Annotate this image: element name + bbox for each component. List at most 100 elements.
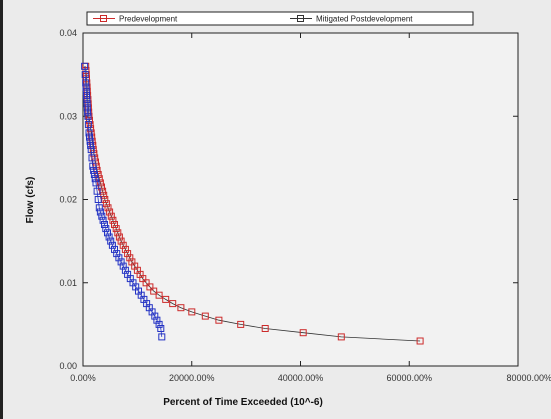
data-point bbox=[96, 208, 104, 216]
legend-label-predevelopment: Predevelopment bbox=[119, 15, 178, 24]
series-layer bbox=[81, 62, 424, 345]
data-point bbox=[92, 179, 100, 187]
data-point bbox=[124, 250, 132, 258]
y-axis-title: Flow (cfs) bbox=[25, 177, 36, 224]
data-point bbox=[101, 196, 109, 203]
data-point bbox=[188, 308, 196, 316]
x-tick-label: 40000.00% bbox=[278, 373, 324, 383]
data-point bbox=[215, 316, 223, 324]
data-point bbox=[237, 320, 245, 328]
data-point bbox=[155, 291, 163, 299]
data-point bbox=[121, 245, 129, 253]
data-point bbox=[337, 333, 345, 341]
flow-duration-chart: 0.00% 20000.00% 40000.00% 60000.00% 80000.00… bbox=[25, 11, 551, 408]
data-point bbox=[81, 62, 89, 70]
data-point bbox=[117, 237, 125, 245]
y-tick-label: 0.00 bbox=[59, 361, 77, 371]
data-point bbox=[83, 75, 90, 83]
data-point bbox=[115, 233, 123, 241]
data-point bbox=[155, 320, 163, 328]
legend-marker-mitigated bbox=[297, 15, 304, 22]
data-point bbox=[105, 233, 113, 241]
data-point bbox=[99, 216, 107, 224]
data-point bbox=[104, 229, 111, 237]
data-point bbox=[112, 225, 120, 233]
legend-marker-predevelopment bbox=[100, 15, 107, 22]
y-tick-label: 0.03 bbox=[59, 111, 77, 121]
data-point bbox=[114, 229, 122, 237]
data-point bbox=[102, 200, 110, 208]
data-point bbox=[261, 325, 269, 332]
series-line bbox=[85, 66, 421, 342]
x-tick-label: 60000.00% bbox=[386, 373, 432, 383]
legend-label-mitigated: Mitigated Postdevelopment bbox=[316, 15, 413, 24]
data-point bbox=[84, 108, 92, 116]
data-point bbox=[84, 112, 92, 120]
data-point bbox=[106, 208, 114, 216]
data-point bbox=[158, 333, 166, 341]
data-point bbox=[201, 312, 209, 320]
data-point bbox=[96, 179, 104, 187]
series-mitigated-postdevelopment bbox=[81, 62, 166, 341]
data-point bbox=[102, 225, 110, 233]
data-point bbox=[157, 325, 165, 332]
data-point bbox=[84, 121, 92, 129]
data-point bbox=[119, 241, 127, 249]
data-point bbox=[83, 100, 91, 108]
data-point bbox=[86, 116, 93, 124]
data-point bbox=[98, 183, 105, 191]
data-point bbox=[89, 162, 97, 170]
data-point bbox=[146, 283, 154, 291]
plot-area bbox=[82, 32, 519, 367]
y-tick-label: 0.01 bbox=[59, 278, 77, 288]
data-point bbox=[87, 141, 95, 149]
data-point bbox=[87, 125, 95, 133]
data-point bbox=[109, 216, 117, 224]
data-point bbox=[115, 254, 123, 262]
data-point bbox=[101, 221, 108, 228]
data-point bbox=[104, 204, 112, 212]
x-axis: 0.00% 20000.00% 40000.00% 60000.00% 80000.00… bbox=[70, 33, 551, 383]
data-point bbox=[142, 279, 150, 287]
data-point bbox=[94, 196, 102, 203]
legend-box bbox=[86, 11, 474, 26]
data-point bbox=[108, 241, 116, 249]
data-point bbox=[119, 262, 127, 270]
data-point bbox=[107, 212, 115, 220]
data-point bbox=[111, 221, 118, 228]
data-point bbox=[416, 337, 424, 345]
data-point bbox=[83, 91, 90, 99]
x-tick-label: 0.00% bbox=[70, 373, 96, 383]
data-point bbox=[90, 171, 98, 178]
data-point bbox=[82, 79, 90, 87]
data-point bbox=[153, 316, 161, 324]
data-point bbox=[111, 245, 118, 253]
data-point bbox=[126, 254, 134, 262]
data-point bbox=[93, 187, 101, 195]
data-point bbox=[299, 329, 307, 337]
x-tick-label: 80000.00% bbox=[506, 373, 551, 383]
data-point bbox=[121, 266, 129, 274]
data-point bbox=[82, 87, 90, 95]
data-point bbox=[87, 146, 95, 154]
y-tick-label: 0.02 bbox=[59, 195, 77, 205]
data-point bbox=[82, 83, 90, 91]
data-point bbox=[83, 104, 91, 112]
data-point bbox=[90, 166, 98, 174]
data-point bbox=[91, 175, 99, 183]
data-point bbox=[82, 67, 90, 74]
legend: Predevelopment Mitigated Postdevelopment bbox=[86, 11, 474, 26]
data-point bbox=[83, 96, 91, 104]
data-point bbox=[85, 129, 93, 137]
data-point bbox=[81, 71, 89, 79]
data-point bbox=[113, 250, 121, 258]
data-point bbox=[177, 304, 185, 312]
x-axis-title: Percent of Time Exceeded (10^-6) bbox=[163, 397, 323, 408]
y-tick-label: 0.04 bbox=[59, 28, 77, 38]
data-point bbox=[162, 295, 170, 303]
data-point bbox=[95, 204, 103, 212]
data-point bbox=[100, 191, 108, 199]
data-point bbox=[151, 312, 159, 320]
y-axis: 0.00 0.01 0.02 0.03 0.04 bbox=[59, 28, 518, 371]
